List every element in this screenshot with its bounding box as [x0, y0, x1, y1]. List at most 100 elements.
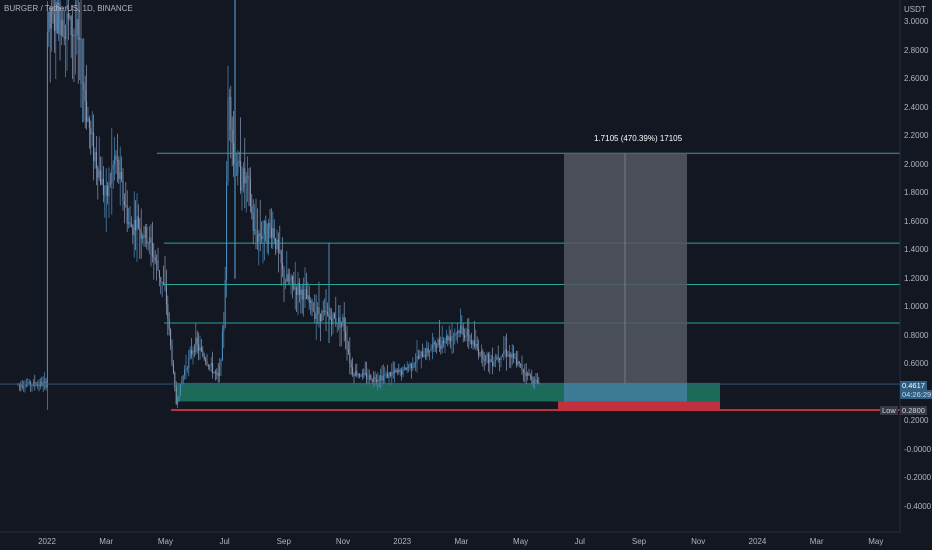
candle-body: [206, 361, 208, 365]
candle-body: [513, 353, 515, 358]
candle-body: [536, 380, 538, 383]
candle-body: [444, 341, 446, 344]
candle-body: [144, 226, 146, 238]
candle-body: [504, 349, 506, 352]
projection-box: [564, 153, 687, 402]
candle-body: [346, 339, 348, 349]
candle-body: [237, 161, 239, 175]
candle-body: [25, 384, 27, 387]
candle-body: [170, 329, 172, 346]
candle-body: [207, 364, 209, 366]
candle-body: [241, 186, 243, 191]
candle-body: [154, 257, 156, 261]
candle-body: [255, 229, 257, 236]
candle-body: [171, 345, 173, 364]
candle-body: [364, 373, 366, 374]
price-tick-label: 2.8000: [904, 45, 929, 55]
candle-body: [94, 152, 96, 162]
projection-label: 1.7105 (470.39%) 17105: [594, 134, 683, 143]
candle-body: [220, 360, 222, 366]
candle-body: [406, 367, 408, 371]
candle-body: [66, 13, 68, 25]
candle-body: [91, 132, 93, 135]
candle-body: [518, 361, 520, 364]
candle-body: [353, 374, 355, 376]
candle-body: [140, 231, 142, 239]
candle-body: [276, 239, 278, 250]
candle-body: [23, 386, 25, 388]
time-tick-label: 2022: [38, 537, 56, 546]
candle-body: [31, 385, 33, 386]
candle-body: [168, 319, 170, 330]
candle-body: [60, 19, 62, 36]
candle-body: [175, 387, 177, 405]
candle-body: [294, 287, 296, 290]
candle-body: [97, 167, 99, 178]
candle-body: [473, 340, 475, 347]
candle-body: [483, 359, 485, 361]
candle-body: [93, 132, 95, 162]
candle-body: [135, 219, 137, 231]
candle-body: [44, 381, 46, 383]
candle-body: [366, 373, 368, 379]
candle-body: [454, 334, 456, 336]
candle-body: [178, 396, 180, 401]
candle-body: [409, 363, 411, 367]
candle-body: [122, 179, 124, 201]
candle-body: [508, 354, 510, 357]
candle-body: [58, 2, 60, 34]
candle-body: [485, 355, 487, 361]
candle-body: [72, 35, 74, 36]
candle-body: [534, 379, 536, 385]
candle-body: [90, 128, 92, 135]
candle-body: [198, 344, 200, 351]
candle-body: [181, 380, 183, 385]
y-axis-unit: USDT: [904, 5, 926, 14]
candle-body: [471, 340, 473, 345]
candle-body: [203, 355, 205, 360]
candle-body: [455, 333, 457, 335]
candle-body: [209, 365, 211, 367]
candle-body: [70, 16, 72, 36]
candle-body: [381, 375, 383, 381]
time-tick-label: Jul: [219, 537, 230, 546]
candle-body: [387, 373, 389, 378]
candle-body: [125, 204, 127, 206]
candle-body: [496, 356, 498, 361]
candle-body: [531, 376, 533, 382]
candle-body: [188, 356, 190, 368]
candle-body: [478, 348, 480, 356]
candle-body: [437, 339, 439, 348]
candle-body: [156, 260, 158, 262]
candle-body: [392, 372, 394, 374]
candle-body: [342, 317, 344, 322]
candle-body: [20, 384, 22, 386]
candle-body: [413, 363, 415, 367]
candle-body: [179, 384, 181, 397]
candle-body: [158, 270, 160, 278]
candle-body: [352, 367, 354, 375]
symbol-header[interactable]: BURGER / TetherUS, 1D, BINANCE: [4, 4, 133, 13]
candle-body: [507, 356, 509, 357]
candle-body: [427, 348, 429, 353]
time-tick-label: May: [157, 537, 173, 546]
candle-body: [286, 274, 288, 282]
candle-body: [374, 376, 376, 380]
candle-body: [391, 372, 393, 376]
candle-body: [405, 367, 407, 371]
candle-body: [438, 339, 440, 346]
candle-body: [265, 220, 267, 242]
candle-body: [69, 16, 71, 19]
candle-body: [98, 170, 100, 178]
candle-body: [284, 281, 286, 284]
candle-body: [338, 317, 340, 324]
candle-body: [314, 311, 316, 320]
candle-body: [458, 330, 460, 334]
candle-body: [398, 369, 400, 372]
candle-body: [132, 227, 134, 236]
candle-body: [283, 268, 285, 284]
candle-body: [252, 213, 254, 231]
candle-body: [49, 11, 51, 29]
price-tick-label: 0.8000: [904, 330, 929, 340]
